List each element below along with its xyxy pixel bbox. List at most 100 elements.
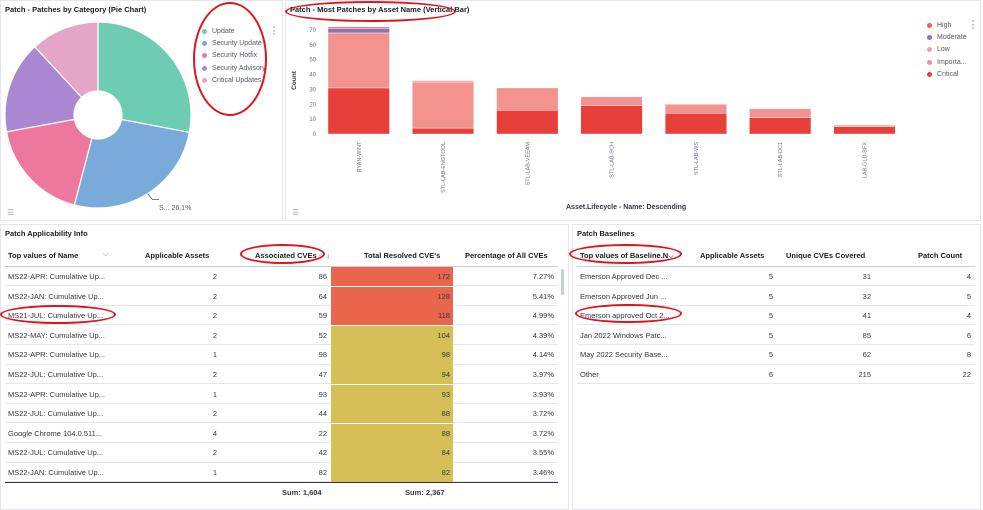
column-header-name[interactable]: Top values of Name — [8, 251, 79, 260]
more-options-icon[interactable]: · · · — [971, 17, 975, 34]
table-row[interactable]: Emerson approved Oct 2... 5 41 4 — [577, 306, 975, 326]
cell-name: MS22-JAN: Cumulative Up... — [8, 468, 104, 477]
legend-item[interactable]: Critical Updates — [202, 74, 266, 86]
cell-percentage: 5.41% — [532, 291, 554, 301]
cell-total-resolved: 118 — [331, 306, 453, 326]
table-row[interactable]: MS22-APR: Cumulative Up... 1 98 98 4.14% — [5, 345, 558, 365]
bar-segment[interactable] — [496, 110, 559, 135]
bar-segment[interactable] — [496, 87, 559, 111]
column-header-unique-cves[interactable]: Unique CVEs Covered — [786, 251, 866, 260]
more-options-icon[interactable]: · · · — [272, 23, 276, 40]
table-row[interactable]: May 2022 Security Base... 5 62 8 — [577, 345, 975, 365]
bar-segment[interactable] — [412, 80, 475, 83]
cell-total-resolved: 128 — [331, 286, 453, 306]
table-row[interactable]: MS22-APR: Cumulative Up... 1 93 93 3.93% — [5, 384, 558, 404]
header-divider — [577, 266, 975, 267]
table-row[interactable]: Other 6 215 22 — [577, 365, 975, 385]
table-row[interactable]: Emerson Approved Dec ... 5 31 4 — [577, 267, 975, 287]
pie-callout-label: S... 26.1% — [159, 205, 192, 212]
column-header-total-resolved[interactable]: Total Resolved CVE's — [364, 251, 441, 260]
legend-item[interactable]: Update — [202, 25, 266, 37]
pie-slice[interactable] — [73, 118, 191, 209]
table-row[interactable]: MS22-JUL: Cumulative Up... 2 44 88 3.72% — [5, 404, 558, 424]
legend-item[interactable]: High — [927, 19, 967, 31]
pie-slice[interactable] — [5, 118, 93, 206]
more-options-icon[interactable]: · · · — [272, 23, 276, 40]
table-row[interactable]: MS21-JUL: Cumulative Up... 2 59 118 4.99% — [5, 306, 558, 326]
cell-associated-cves: 93 — [318, 389, 327, 399]
legend-item[interactable]: Security Hotfix — [202, 50, 266, 62]
cell-percentage: 3.72% — [532, 409, 554, 419]
cell-baseline-name: Emerson Approved Dec ... — [580, 272, 668, 281]
table-row[interactable]: Emerson Approved Jun ... 5 32 5 — [577, 287, 975, 306]
legend-item[interactable]: Moderate — [927, 31, 967, 43]
legend-toggle-icon[interactable]: ☰ — [7, 208, 15, 217]
table-row[interactable]: Jan 2022 Windows Patc... 5 85 6 — [577, 326, 975, 345]
cell-associated-cves: 86 — [318, 272, 327, 281]
bar-segment[interactable] — [833, 124, 896, 127]
more-options-icon[interactable]: · · · — [971, 17, 975, 34]
column-header-baseline-name[interactable]: Top values of Baseline.N⌵ — [580, 251, 674, 260]
pie-slice[interactable] — [33, 21, 99, 99]
column-header-percentage[interactable]: Percentage of All CVEs — [465, 251, 548, 260]
table-row[interactable]: MS22-APR: Cumulative Up... 2 86 172 7.27% — [5, 267, 558, 287]
bar-segment[interactable] — [327, 26, 390, 29]
cell-total-resolved: 84 — [331, 443, 453, 463]
chevron-down-icon[interactable]: ⌵ — [103, 251, 109, 258]
cell-applicable-assets: 2 — [212, 291, 217, 301]
table-row[interactable]: MS22-JAN: Cumulative Up... 1 82 82 3.46% — [5, 463, 558, 483]
table-row[interactable]: MS22-JAN: Cumulative Up... 2 64 128 5.41% — [5, 286, 558, 306]
column-header-associated-cves[interactable]: Associated CVEs ⌵ ↓ — [255, 251, 330, 260]
legend-item[interactable]: Security Update — [202, 37, 266, 49]
y-tick-label: 10 — [309, 117, 316, 123]
more-options-icon[interactable]: · · · — [272, 23, 276, 40]
column-header-patch-count[interactable]: Patch Count — [918, 251, 963, 260]
table-row[interactable]: MS22-JUL: Cumulative Up... 2 42 84 3.55% — [5, 443, 558, 463]
bar-segment[interactable] — [327, 87, 390, 135]
bar-segment[interactable] — [580, 96, 643, 106]
more-options-icon[interactable]: · · · — [272, 23, 276, 40]
bar-segment[interactable] — [327, 28, 390, 34]
cell-associated-cves: 22 — [318, 428, 327, 438]
more-options-icon[interactable]: · · · — [971, 17, 975, 34]
cell-patch-count: 22 — [962, 370, 971, 379]
bar-segment[interactable] — [580, 105, 643, 135]
more-options-icon[interactable]: · · · — [971, 17, 975, 34]
legend-item[interactable]: Security Advisory — [202, 62, 266, 74]
cell-associated-cves: 52 — [318, 330, 327, 340]
pie-slice[interactable] — [97, 21, 192, 134]
cell-unique-cves: 32 — [862, 291, 871, 301]
cell-name: MS22-APR: Cumulative Up... — [8, 350, 106, 360]
more-options-icon[interactable]: · · · — [272, 23, 276, 40]
bar-segment[interactable] — [749, 108, 812, 118]
legend-swatch — [927, 22, 932, 28]
table-row[interactable]: MS22-JUL: Cumulative Up... 2 47 94 3.97% — [5, 365, 558, 385]
bar-segment[interactable] — [412, 81, 475, 129]
cell-percentage: 3.46% — [532, 468, 554, 477]
pie-slice[interactable] — [4, 45, 83, 133]
table-row[interactable]: MS22-MAY: Cumulative Up... 2 52 104 4.39% — [5, 325, 558, 345]
cell-baseline-name: Jan 2022 Windows Patc... — [580, 330, 667, 340]
bar-segment[interactable] — [664, 104, 727, 114]
bar-segment[interactable] — [664, 112, 727, 135]
legend-item[interactable]: Low — [927, 44, 967, 56]
table-scrollbar[interactable] — [561, 269, 564, 295]
bar-segment[interactable] — [833, 126, 896, 135]
more-options-icon[interactable]: · · · — [971, 17, 975, 34]
legend-toggle-icon[interactable]: ☰ — [292, 208, 300, 217]
sum-total-resolved: Sum: 2,367 — [405, 488, 445, 497]
cell-associated-cves: 98 — [318, 350, 327, 360]
bar-segment[interactable] — [412, 127, 475, 135]
cell-unique-cves: 31 — [862, 272, 871, 281]
bar-segment[interactable] — [749, 117, 812, 135]
bar-segment[interactable] — [327, 32, 390, 89]
table-row[interactable]: Google Chrome 104.0.511... 4 22 88 3.72% — [5, 423, 558, 443]
column-header-applicable-assets[interactable]: Applicable Assets — [145, 251, 210, 260]
callout-line — [147, 193, 159, 200]
cell-applicable-assets: 5 — [768, 272, 773, 281]
legend-item[interactable]: Importa... — [927, 56, 967, 68]
cell-applicable-assets: 2 — [212, 330, 217, 340]
legend-item[interactable]: Critical — [927, 68, 967, 80]
cell-total-resolved: 98 — [331, 345, 453, 365]
column-header-applicable-assets[interactable]: Applicable Assets — [700, 251, 765, 260]
